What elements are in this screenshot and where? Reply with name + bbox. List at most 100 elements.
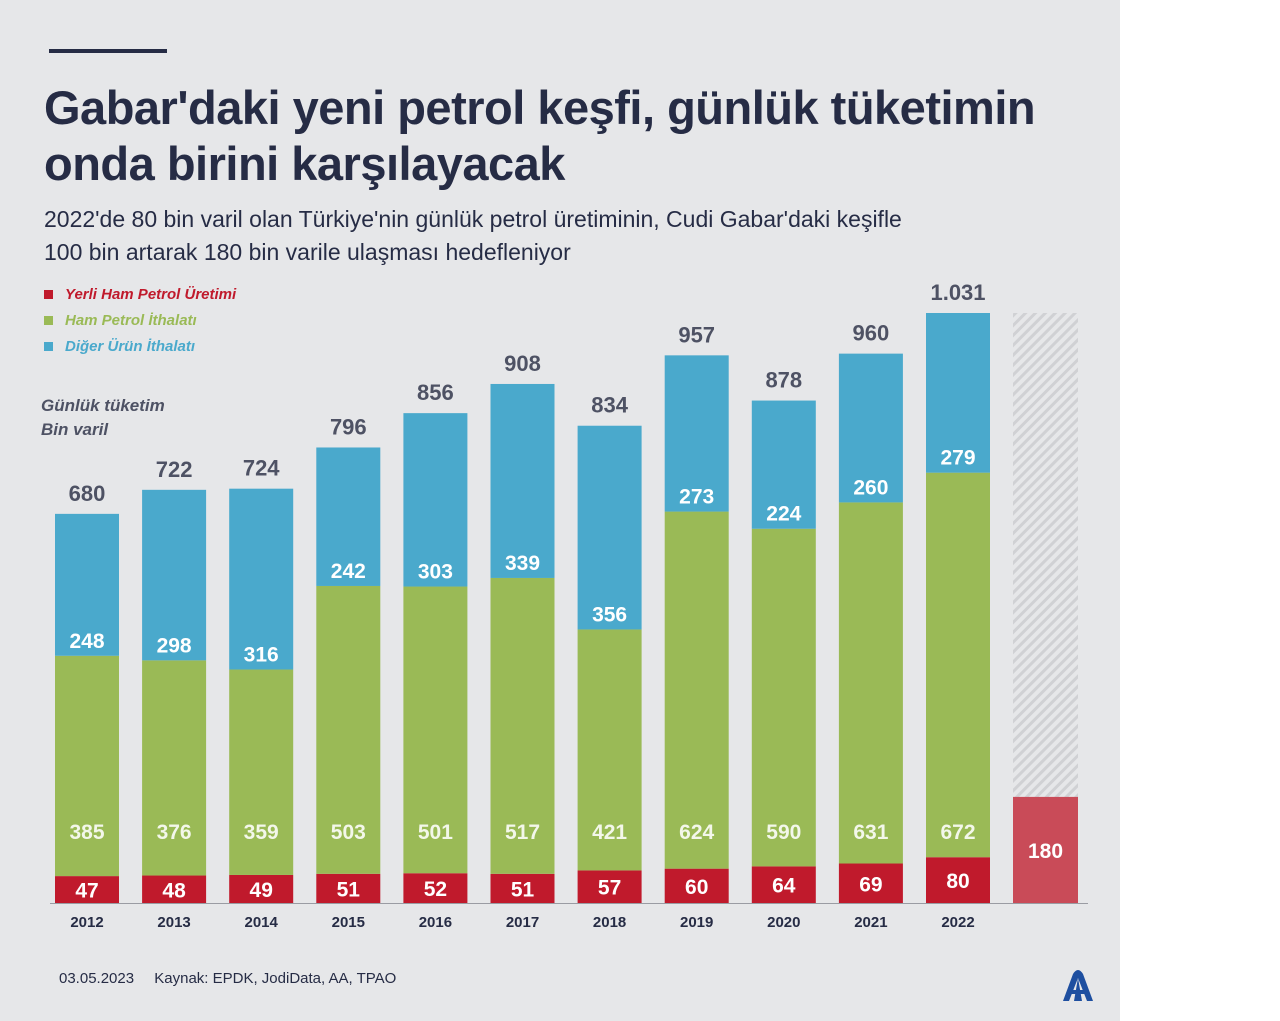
x-tick-label: 2012: [70, 914, 103, 931]
total-label: 856: [417, 380, 454, 405]
bar-segment-other-import: [490, 383, 555, 578]
bar-segment-production: [403, 873, 468, 903]
data-label-other-import: 303: [418, 561, 453, 584]
data-label-crude-import: 631: [853, 821, 888, 844]
x-tick-label: 2014: [245, 914, 279, 931]
data-label-production: 80: [946, 870, 969, 893]
unit-line: Bin varil: [41, 420, 109, 439]
bar-segment-other-import: [55, 513, 119, 656]
bar-segment-other-import: [577, 425, 642, 630]
total-label: 960: [853, 321, 890, 346]
data-label-other-import: 279: [940, 447, 975, 470]
x-tick-label: 2017: [506, 914, 539, 931]
legend-item-other-import: Diğer Ürün İthalatı: [44, 338, 195, 355]
legend-swatch: [44, 316, 53, 325]
subtitle: 2022'de 80 bin varil olan Türkiye'nin gü…: [44, 203, 1044, 269]
total-label: 680: [69, 481, 106, 506]
bar-segment-other-import: [926, 313, 990, 473]
data-label-other-import: 273: [679, 486, 714, 509]
bar-segment-other-import: [229, 488, 294, 670]
data-label-production: 47: [75, 880, 98, 903]
legend-swatch: [44, 342, 53, 351]
bar-segment-crude-import: [229, 669, 294, 875]
date: 03.05.2023: [59, 970, 135, 987]
bar-segment-production: [316, 873, 381, 903]
total-label: 908: [504, 351, 541, 376]
data-label-production: 69: [859, 873, 882, 896]
x-tick-label: 2016: [419, 914, 452, 931]
data-label-crude-import: 624: [679, 821, 714, 844]
data-label-crude-import: 590: [766, 821, 801, 844]
legend-item-production: Yerli Ham Petrol Üretimi: [44, 286, 236, 303]
target-label: 180: [1028, 840, 1063, 863]
data-label-production: 48: [162, 879, 186, 902]
total-label: 878: [765, 368, 802, 393]
bar-segment-crude-import: [664, 511, 729, 869]
bar-segment-crude-import: [751, 528, 816, 867]
bar-segment-crude-import: [142, 660, 207, 876]
data-label-production: 52: [424, 878, 447, 901]
data-label-crude-import: 385: [69, 821, 104, 844]
data-label-other-import: 224: [766, 503, 801, 526]
bar-segment-crude-import: [55, 655, 119, 877]
bar-segment-production: [490, 873, 555, 903]
bar-segment-crude-import: [926, 472, 990, 858]
x-tick-label: 2013: [157, 914, 190, 931]
legend-label: Yerli Ham Petrol Üretimi: [65, 286, 237, 303]
x-tick-label: 2019: [680, 914, 713, 931]
data-label-crude-import: 376: [157, 821, 192, 844]
legend-label: Ham Petrol İthalatı: [65, 312, 197, 329]
bar-segment-other-import: [838, 353, 903, 503]
data-label-crude-import: 421: [592, 821, 627, 844]
data-label-production: 51: [511, 878, 535, 901]
data-label-other-import: 298: [157, 634, 192, 657]
subtitle-line: 2022'de 80 bin varil olan Türkiye'nin gü…: [44, 206, 902, 232]
footer: 03.05.2023 Kaynak: EPDK, JodiData, AA, T…: [59, 970, 396, 987]
unit-label: Günlük tüketim Bin varil: [41, 394, 165, 442]
data-label-production: 49: [250, 879, 273, 902]
unit-line: Günlük tüketim: [41, 396, 165, 415]
bar-segment-production: [838, 863, 903, 903]
subtitle-line: 100 bin artarak 180 bin varile ulaşması …: [44, 239, 571, 265]
legend-swatch: [44, 290, 53, 299]
data-label-production: 57: [598, 877, 621, 900]
data-label-crude-import: 672: [940, 821, 975, 844]
bar-segment-crude-import: [577, 629, 642, 871]
bar-segment-other-import: [142, 489, 207, 661]
total-label: 957: [678, 322, 715, 347]
data-label-crude-import: 501: [418, 821, 453, 844]
total-label: 722: [156, 457, 193, 482]
data-label-production: 60: [685, 876, 708, 899]
x-tick-label: 2020: [767, 914, 800, 931]
bar-segment-production: [751, 866, 816, 903]
bar-segment-crude-import: [403, 586, 468, 874]
stacked-bar-chart: 47 385 248 680 2012 48 376 298 722 2013 49 359 316 72…: [50, 280, 1088, 931]
bar-segment-other-import: [751, 400, 816, 529]
bar-segment-other-import: [316, 447, 381, 586]
total-label: 1.031: [930, 280, 985, 305]
data-label-other-import: 242: [331, 560, 366, 583]
legend-label: Diğer Ürün İthalatı: [65, 338, 196, 355]
bar-segment-production: [55, 876, 119, 903]
bar-segment-crude-import: [316, 585, 381, 874]
data-label-other-import: 339: [505, 552, 540, 575]
data-label-crude-import: 517: [505, 821, 540, 844]
data-label-other-import: 356: [592, 603, 627, 626]
target-bar: [1013, 796, 1078, 903]
bar-segment-production: [577, 870, 642, 903]
total-label: 796: [330, 414, 367, 439]
page-title: Gabar'daki yeni petrol keşfi, günlük tük…: [44, 81, 1036, 190]
data-label-other-import: 260: [853, 476, 888, 499]
data-label-other-import: 316: [244, 644, 279, 667]
bar-segment-crude-import: [838, 502, 903, 864]
aa-logo-icon: [1063, 970, 1093, 1001]
data-label-crude-import: 359: [244, 821, 279, 844]
x-tick-label: 2022: [941, 914, 974, 931]
bar-segment-production: [664, 868, 729, 903]
source: Kaynak: EPDK, JodiData, AA, TPAO: [154, 970, 397, 987]
data-label-production: 51: [337, 878, 361, 901]
accent-line: [49, 49, 167, 53]
data-label-crude-import: 503: [331, 821, 366, 844]
bar-segment-production: [142, 875, 207, 903]
legend-item-crude-import: Ham Petrol İthalatı: [44, 312, 197, 329]
